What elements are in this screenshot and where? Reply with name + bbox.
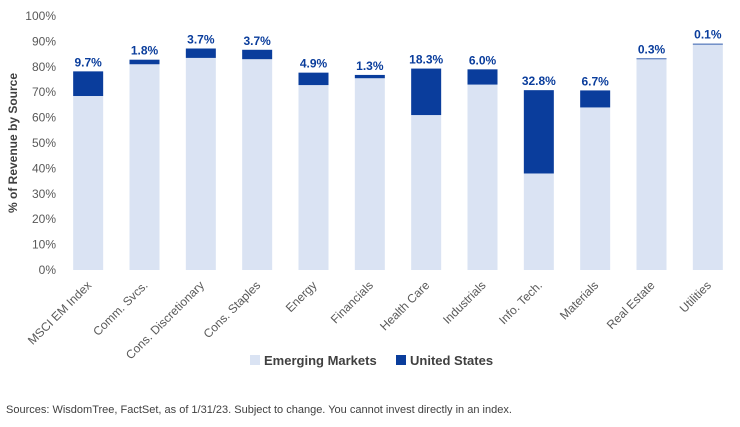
bar-emerging-markets <box>467 84 498 270</box>
bar-emerging-markets <box>523 173 554 270</box>
data-label: 4.9% <box>300 57 328 71</box>
x-tick-label: Utilities <box>677 278 714 315</box>
bar-united-states <box>580 90 611 108</box>
data-label: 1.8% <box>131 44 159 58</box>
bar-emerging-markets <box>636 59 667 271</box>
bar-united-states <box>354 74 385 79</box>
y-tick-label: 10% <box>32 238 56 252</box>
y-tick-label: 20% <box>32 212 56 226</box>
x-tick-label: Comm. Svcs. <box>90 278 150 338</box>
y-tick-label: 0% <box>39 263 57 277</box>
bar-emerging-markets <box>73 96 104 270</box>
x-tick-label: Energy <box>283 278 320 315</box>
x-tick-label: Financials <box>328 278 376 326</box>
bar-united-states <box>692 43 723 45</box>
data-label: 0.1% <box>694 28 722 42</box>
x-tick-label: Real Estate <box>604 278 658 332</box>
data-label: 9.7% <box>74 55 102 69</box>
x-tick-label: MSCI EM Index <box>25 278 94 347</box>
bar-united-states <box>73 71 104 97</box>
y-tick-label: 50% <box>32 136 56 150</box>
legend-swatch-emerging-markets <box>250 355 260 365</box>
bar-united-states <box>242 49 273 60</box>
bar-emerging-markets <box>129 64 160 270</box>
y-tick-label: 80% <box>32 60 56 74</box>
y-tick-label: 70% <box>32 85 56 99</box>
bar-united-states <box>467 69 498 85</box>
x-tick-label: Cons. Staples <box>201 278 264 341</box>
y-tick-label: 40% <box>32 161 56 175</box>
y-tick-label: 30% <box>32 187 56 201</box>
data-label: 3.7% <box>187 33 215 47</box>
data-label: 18.3% <box>409 53 443 67</box>
legend-label-emerging-markets: Emerging Markets <box>264 353 377 368</box>
data-label: 0.3% <box>638 42 666 56</box>
bar-united-states <box>411 68 442 116</box>
bar-emerging-markets <box>580 107 611 270</box>
y-axis-ticks: 0% 10% 20% 30% 40% 50% 60% 70% 80% 90% 100% <box>25 9 56 277</box>
y-tick-label: 60% <box>32 111 56 125</box>
bar-united-states <box>523 90 554 174</box>
bar-united-states <box>636 58 667 60</box>
legend-swatch-united-states <box>396 355 406 365</box>
data-label: 32.8% <box>522 74 556 88</box>
data-label: 1.3% <box>356 59 384 73</box>
x-tick-label: Industrials <box>440 278 489 327</box>
bar-united-states <box>129 59 160 65</box>
bar-emerging-markets <box>354 78 385 270</box>
data-label: 3.7% <box>243 34 271 48</box>
data-label: 6.7% <box>581 74 609 88</box>
bar-united-states <box>185 48 216 58</box>
y-tick-label: 100% <box>25 9 56 23</box>
legend-label-united-states: United States <box>410 353 493 368</box>
y-axis-title: % of Revenue by Source <box>6 73 20 213</box>
legend: Emerging Markets United States <box>250 353 493 368</box>
x-tick-label: Info. Tech. <box>496 278 545 327</box>
bar-emerging-markets <box>411 115 442 270</box>
source-note: Sources: WisdomTree, FactSet, as of 1/31… <box>6 404 512 416</box>
bar-united-states <box>298 72 329 86</box>
y-axis-title-group: % of Revenue by Source <box>6 73 20 213</box>
bar-emerging-markets <box>298 85 329 270</box>
x-tick-label: Health Care <box>377 278 432 333</box>
bar-emerging-markets <box>692 43 723 270</box>
data-labels: 9.7% 1.8% 3.7% 3.7% 4.9% 1.3% 18.3% 6.0% 32.8% 6.… <box>74 28 721 89</box>
data-label: 6.0% <box>469 53 497 67</box>
bar-emerging-markets <box>242 59 273 271</box>
bars <box>73 43 723 271</box>
x-tick-label: Materials <box>557 278 601 322</box>
bar-emerging-markets <box>185 57 216 270</box>
y-tick-label: 90% <box>32 34 56 48</box>
